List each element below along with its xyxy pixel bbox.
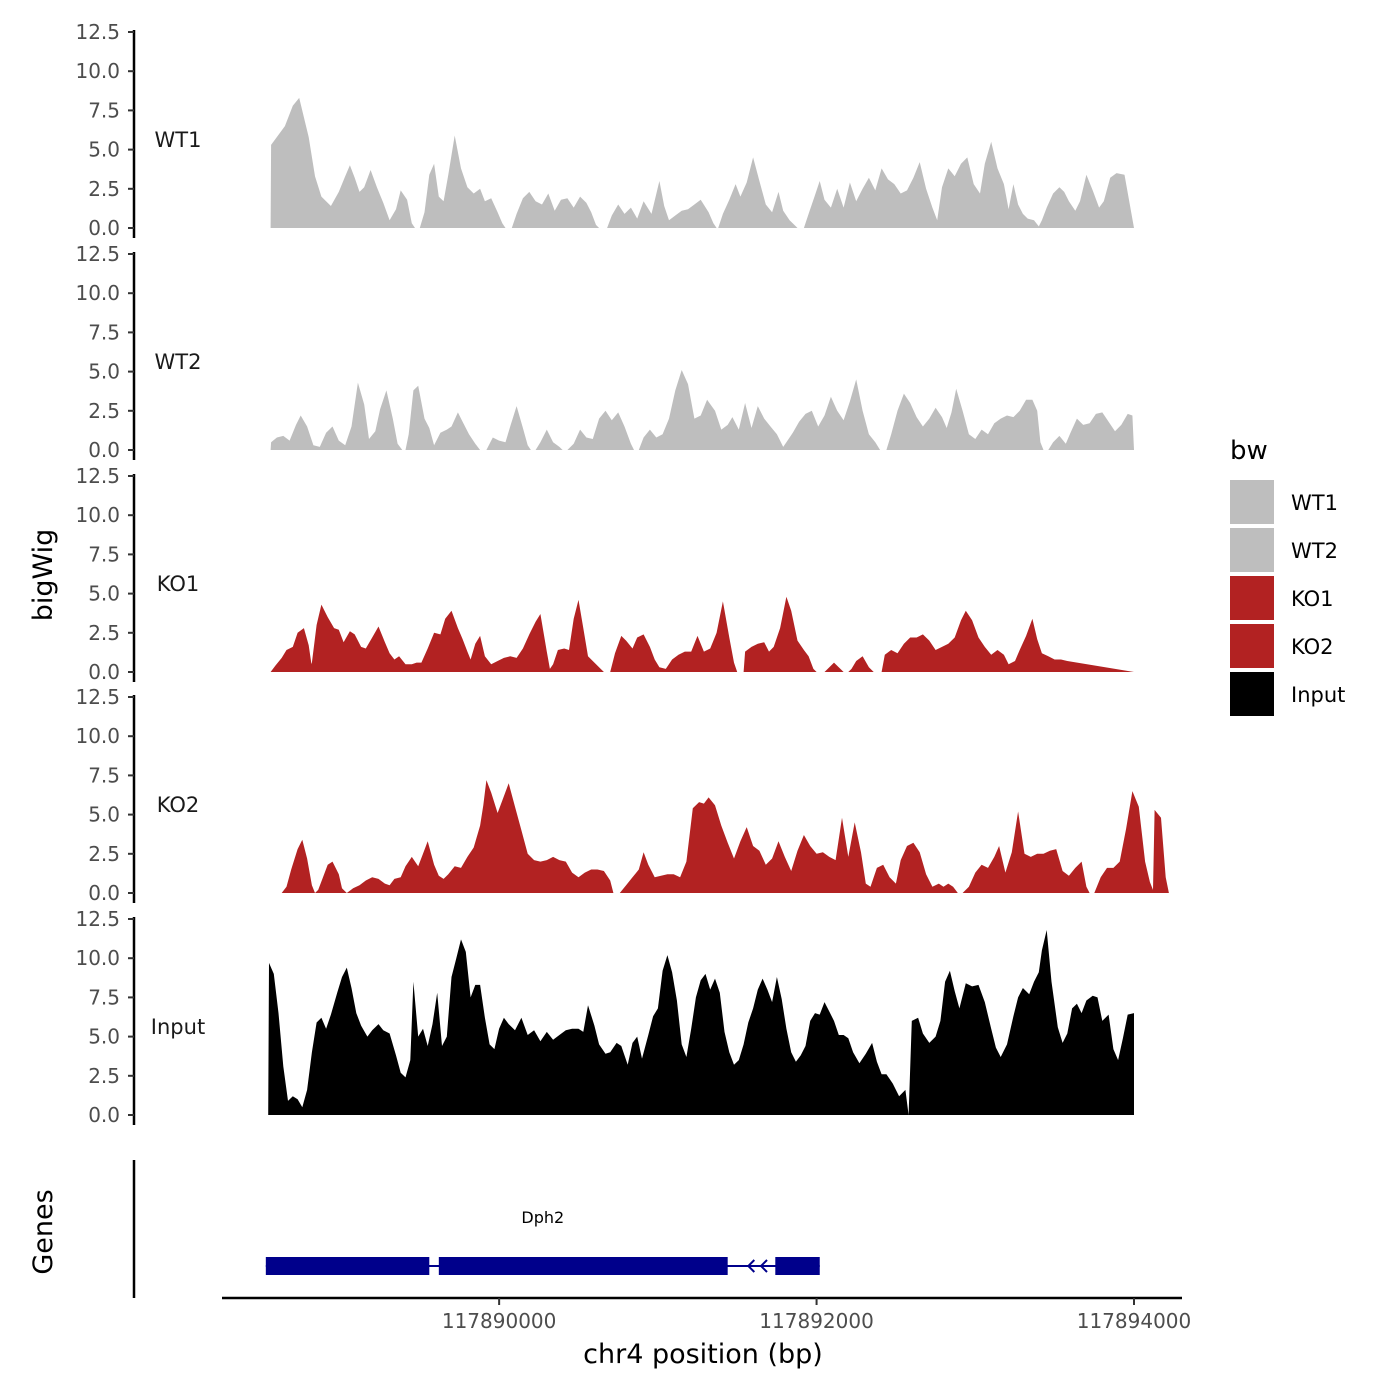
y-tick-label: 0.0 (88, 216, 120, 240)
legend-swatch (1230, 528, 1274, 572)
track-input: 0.0 2.5 5.0 7.5 10.0 12.5 Input (75, 907, 1134, 1127)
track-wt1: 0.0 2.5 5.0 7.5 10.0 12.5 WT1 (75, 20, 1135, 240)
track-label: WT1 (155, 128, 202, 152)
genes-panel: Dph2 (132, 1160, 820, 1298)
legend-entry-wt1: WT1 (1230, 480, 1338, 524)
legend-label: WT1 (1291, 491, 1338, 515)
y-tick-label: 7.5 (88, 542, 120, 566)
legend-label: Input (1291, 683, 1345, 707)
legend: bw WT1 WT2 KO1 KO2 Input (1230, 436, 1345, 716)
y-tick-label: 2.5 (88, 842, 120, 866)
track-ko1: 0.0 2.5 5.0 7.5 10.0 12.5 KO1 (75, 464, 1135, 684)
y-tick-label: 7.5 (88, 98, 120, 122)
y-tick-label: 2.5 (88, 399, 120, 423)
genes-panel-title: Genes (28, 1189, 59, 1274)
legend-entry-input: Input (1230, 672, 1345, 716)
track-label: KO1 (157, 572, 200, 596)
y-tick-label: 5.0 (88, 803, 120, 827)
y-tick-label: 10.0 (75, 281, 120, 305)
y-tick-label: 2.5 (88, 621, 120, 645)
y-tick-label: 7.5 (88, 320, 120, 344)
track-label: KO2 (157, 793, 200, 817)
legend-label: KO1 (1291, 587, 1334, 611)
y-tick-label: 12.5 (75, 20, 120, 44)
y-tick-label: 12.5 (75, 685, 120, 709)
y-tick-label: 0.0 (88, 438, 120, 462)
legend-entry-wt2: WT2 (1230, 528, 1338, 572)
legend-title: bw (1230, 436, 1268, 466)
y-tick-label: 0.0 (88, 881, 120, 905)
track-label: Input (151, 1015, 205, 1039)
area-ko1 (270, 596, 1135, 672)
y-tick-label: 10.0 (75, 946, 120, 970)
y-tick-label: 5.0 (88, 582, 120, 606)
strand-arrow (746, 1259, 756, 1273)
y-tick-label: 2.5 (88, 1064, 120, 1088)
y-tick-label: 10.0 (75, 59, 120, 83)
gene-exon (775, 1257, 820, 1275)
y-tick-label: 10.0 (75, 724, 120, 748)
track-wt2: 0.0 2.5 5.0 7.5 10.0 12.5 WT2 (75, 242, 1135, 462)
y-tick-label: 0.0 (88, 660, 120, 684)
y-tick-label: 5.0 (88, 138, 120, 162)
track-ko2: 0.0 2.5 5.0 7.5 10.0 12.5 KO2 (75, 685, 1169, 905)
y-tick-label: 12.5 (75, 242, 120, 266)
legend-swatch (1230, 624, 1274, 668)
y-tick-label: 5.0 (88, 360, 120, 384)
legend-swatch (1230, 480, 1274, 524)
y-tick-label: 12.5 (75, 907, 120, 931)
y-tick-label: 5.0 (88, 1025, 120, 1049)
area-ko2 (270, 780, 1169, 893)
y-tick-label: 7.5 (88, 985, 120, 1009)
track-label: WT2 (155, 350, 202, 374)
legend-label: WT2 (1291, 539, 1338, 563)
x-axis: 117890000 117892000 117894000 (222, 1296, 1192, 1333)
legend-entry-ko1: KO1 (1230, 576, 1334, 620)
x-tick-label: 117890000 (442, 1309, 557, 1333)
y-tick-label: 12.5 (75, 464, 120, 488)
y-tick-label: 0.0 (88, 1103, 120, 1127)
gene-exon (265, 1257, 430, 1275)
x-tick-label: 117894000 (1077, 1309, 1192, 1333)
legend-swatch (1230, 576, 1274, 620)
legend-swatch (1230, 672, 1274, 716)
tracks: 0.0 2.5 5.0 7.5 10.0 12.5 WT1 0.0 2.5 5.0 7.5 10.0 1… (75, 20, 1169, 1127)
legend-label: KO2 (1291, 635, 1334, 659)
x-tick-label: 117892000 (759, 1309, 874, 1333)
legend-entry-ko2: KO2 (1230, 624, 1334, 668)
gene-exon (438, 1257, 728, 1275)
area-wt1 (270, 97, 1135, 229)
y-tick-label: 10.0 (75, 503, 120, 527)
gene-dph2: Dph2 (265, 1208, 820, 1275)
gene-label: Dph2 (521, 1208, 564, 1227)
area-wt2 (270, 370, 1135, 450)
y-tick-label: 7.5 (88, 763, 120, 787)
strand-arrow (759, 1259, 768, 1273)
y-axis-title: bigWig (28, 529, 59, 622)
y-tick-label: 2.5 (88, 177, 120, 201)
x-axis-title: chr4 position (bp) (583, 1339, 823, 1370)
area-input (268, 930, 1134, 1115)
